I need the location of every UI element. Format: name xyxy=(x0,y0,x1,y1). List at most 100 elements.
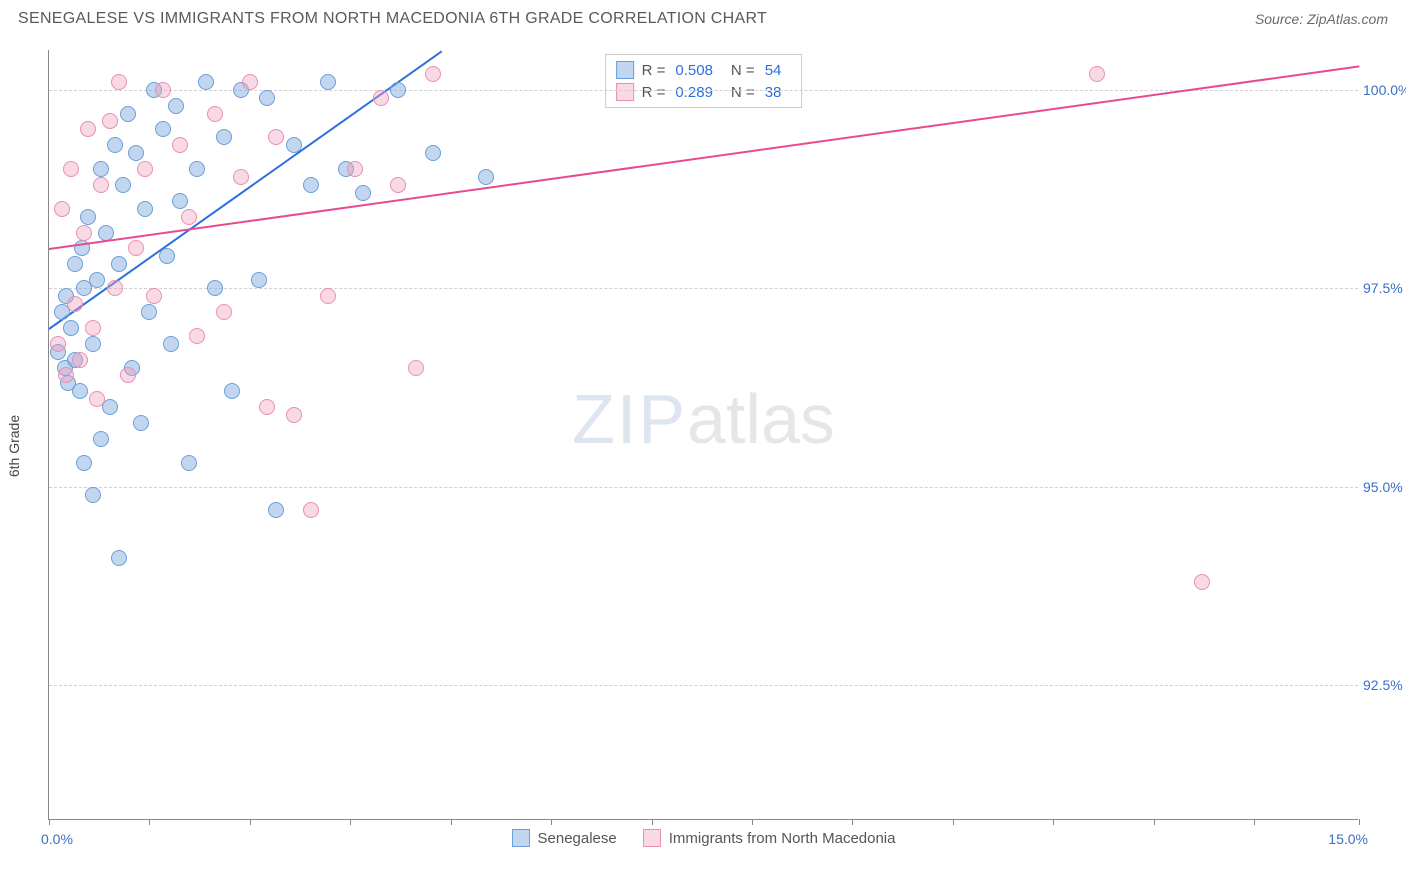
stat-r-label: R = xyxy=(642,62,666,79)
scatter-point xyxy=(1194,574,1210,590)
stat-r-label: R = xyxy=(642,84,666,101)
scatter-point xyxy=(425,66,441,82)
x-tick xyxy=(350,819,351,825)
scatter-point xyxy=(233,169,249,185)
scatter-point xyxy=(111,256,127,272)
scatter-point xyxy=(390,82,406,98)
stats-row: R =0.289N =38 xyxy=(616,81,792,103)
scatter-point xyxy=(189,328,205,344)
x-tick xyxy=(49,819,50,825)
scatter-point xyxy=(268,502,284,518)
legend-swatch xyxy=(512,829,530,847)
scatter-point xyxy=(216,304,232,320)
scatter-point xyxy=(347,161,363,177)
legend-item: Senegalese xyxy=(512,829,617,847)
y-tick-label: 100.0% xyxy=(1363,82,1406,98)
x-tick xyxy=(149,819,150,825)
scatter-point xyxy=(390,177,406,193)
scatter-point xyxy=(181,455,197,471)
x-axis-min-label: 0.0% xyxy=(41,831,73,847)
legend-item: Immigrants from North Macedonia xyxy=(643,829,896,847)
scatter-point xyxy=(216,129,232,145)
scatter-point xyxy=(286,137,302,153)
scatter-point xyxy=(373,90,389,106)
scatter-point xyxy=(224,383,240,399)
scatter-point xyxy=(259,90,275,106)
scatter-point xyxy=(80,121,96,137)
scatter-point xyxy=(107,137,123,153)
scatter-point xyxy=(181,209,197,225)
scatter-point xyxy=(89,272,105,288)
stat-r-value: 0.289 xyxy=(675,84,713,101)
y-tick-label: 95.0% xyxy=(1363,479,1406,495)
x-axis-max-label: 15.0% xyxy=(1328,831,1368,847)
scatter-point xyxy=(89,391,105,407)
scatter-point xyxy=(163,336,179,352)
scatter-point xyxy=(320,288,336,304)
scatter-point xyxy=(128,145,144,161)
scatter-point xyxy=(207,280,223,296)
x-tick xyxy=(1254,819,1255,825)
scatter-point xyxy=(128,240,144,256)
scatter-point xyxy=(76,225,92,241)
stats-legend-box: R =0.508N =54R =0.289N =38 xyxy=(605,54,803,108)
scatter-point xyxy=(102,113,118,129)
x-tick xyxy=(1359,819,1360,825)
scatter-point xyxy=(54,201,70,217)
scatter-point xyxy=(93,177,109,193)
scatter-point xyxy=(355,185,371,201)
y-tick-label: 97.5% xyxy=(1363,280,1406,296)
legend-label: Immigrants from North Macedonia xyxy=(669,830,896,847)
scatter-point xyxy=(146,288,162,304)
scatter-point xyxy=(93,161,109,177)
legend-swatch xyxy=(616,83,634,101)
x-tick xyxy=(652,819,653,825)
scatter-point xyxy=(259,399,275,415)
scatter-point xyxy=(76,455,92,471)
y-axis-label: 6th Grade xyxy=(6,415,22,477)
scatter-point xyxy=(72,352,88,368)
stat-n-label: N = xyxy=(731,84,755,101)
scatter-point xyxy=(58,367,74,383)
scatter-point xyxy=(120,367,136,383)
scatter-point xyxy=(85,487,101,503)
gridline xyxy=(49,685,1358,686)
scatter-point xyxy=(425,145,441,161)
scatter-point xyxy=(63,320,79,336)
scatter-point xyxy=(303,177,319,193)
scatter-point xyxy=(111,550,127,566)
x-tick xyxy=(1154,819,1155,825)
gridline xyxy=(49,288,1358,289)
scatter-point xyxy=(251,272,267,288)
stat-r-value: 0.508 xyxy=(675,62,713,79)
scatter-point xyxy=(172,193,188,209)
chart-title: SENEGALESE VS IMMIGRANTS FROM NORTH MACE… xyxy=(18,10,767,28)
scatter-point xyxy=(207,106,223,122)
x-tick xyxy=(451,819,452,825)
scatter-point xyxy=(50,336,66,352)
watermark: ZIPatlas xyxy=(572,379,835,459)
x-tick xyxy=(1053,819,1054,825)
x-tick xyxy=(852,819,853,825)
scatter-point xyxy=(141,304,157,320)
scatter-point xyxy=(72,383,88,399)
scatter-point xyxy=(85,336,101,352)
scatter-point xyxy=(67,256,83,272)
scatter-point xyxy=(155,82,171,98)
scatter-point xyxy=(107,280,123,296)
chart-header: SENEGALESE VS IMMIGRANTS FROM NORTH MACE… xyxy=(0,0,1406,34)
legend-swatch xyxy=(643,829,661,847)
scatter-point xyxy=(98,225,114,241)
scatter-point xyxy=(320,74,336,90)
legend-label: Senegalese xyxy=(538,830,617,847)
scatter-point xyxy=(286,407,302,423)
scatter-point xyxy=(111,74,127,90)
scatter-point xyxy=(137,161,153,177)
scatter-point xyxy=(242,74,258,90)
x-tick xyxy=(250,819,251,825)
gridline xyxy=(49,487,1358,488)
scatter-point xyxy=(115,177,131,193)
scatter-point xyxy=(198,74,214,90)
scatter-point xyxy=(168,98,184,114)
scatter-point xyxy=(155,121,171,137)
